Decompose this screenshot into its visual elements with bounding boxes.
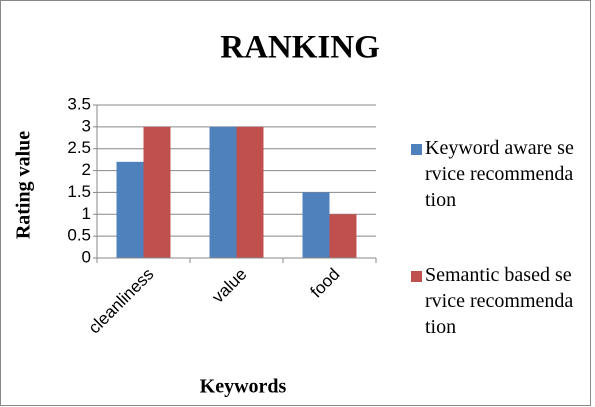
y-tick-label: 2: [82, 160, 91, 179]
y-tick-label: 0: [82, 247, 91, 266]
legend-label: Semantic based service recommendation: [425, 264, 574, 338]
y-tick-label: 0.5: [67, 226, 91, 245]
x-axis-label: Keywords: [200, 376, 287, 398]
legend-label: Keyword aware service recommendation: [425, 137, 574, 211]
y-tick-label: 3: [82, 116, 91, 135]
bar: [236, 126, 264, 258]
legend-swatch: [411, 271, 422, 282]
bar: [302, 192, 330, 258]
y-tick-label: 1.5: [67, 182, 91, 201]
bar: [143, 126, 171, 258]
legend-swatch: [411, 144, 422, 155]
y-tick-label: 1: [82, 204, 91, 223]
bar: [116, 161, 144, 258]
y-axis-label: Rating value: [13, 131, 35, 239]
chart-title: RANKING: [220, 30, 380, 66]
y-tick-label: 2.5: [67, 138, 91, 157]
bar: [329, 214, 357, 258]
bar: [209, 126, 237, 258]
y-tick-label: 3.5: [67, 94, 91, 113]
